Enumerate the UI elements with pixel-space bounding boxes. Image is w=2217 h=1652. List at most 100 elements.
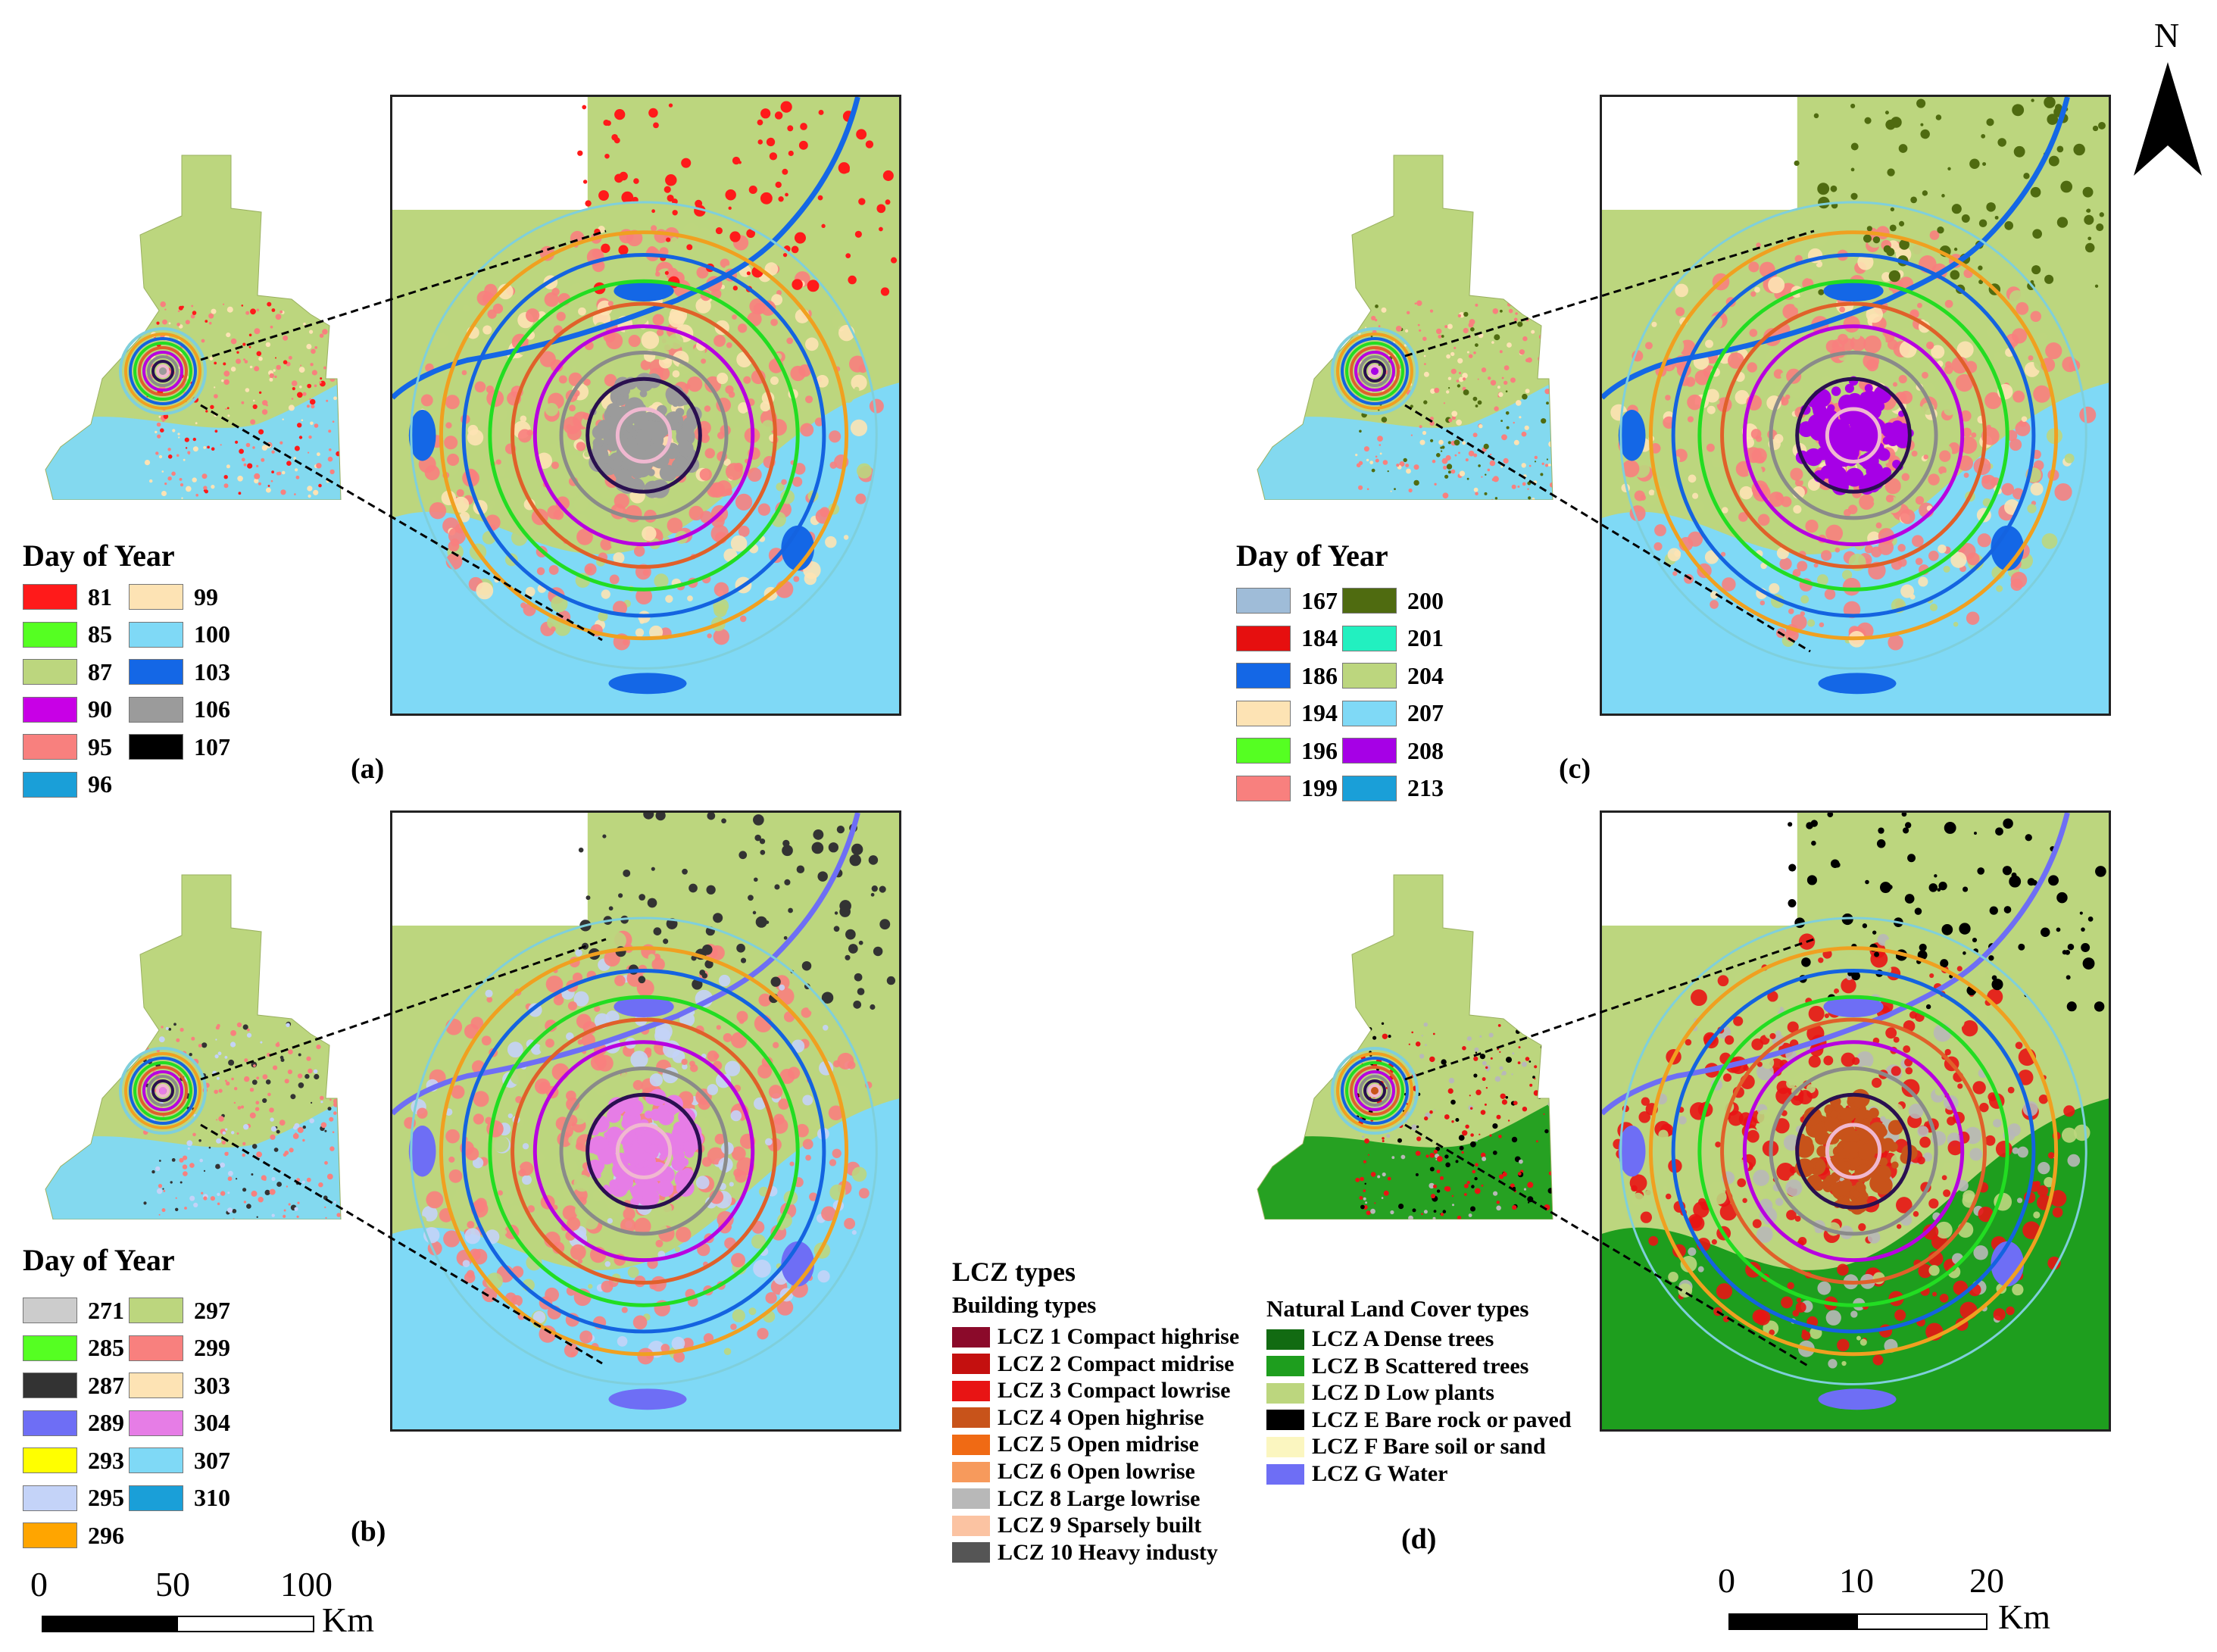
legend-swatch bbox=[1342, 775, 1397, 801]
legend-item: 208 bbox=[1342, 737, 1444, 764]
legend-swatch bbox=[129, 1447, 183, 1473]
lcz-label: LCZ 9 Sparsely built bbox=[998, 1513, 1202, 1538]
legend-item: 207 bbox=[1342, 699, 1444, 727]
legend-value: 96 bbox=[88, 770, 112, 798]
legend-value: 106 bbox=[194, 695, 230, 723]
lcz-swatch bbox=[1266, 1410, 1304, 1431]
lcz-label: LCZ 1 Compact highrise bbox=[998, 1324, 1240, 1349]
legend-value: 271 bbox=[88, 1296, 124, 1324]
regional-mini-map-c bbox=[1242, 151, 1560, 500]
zoomed-map-d bbox=[1600, 810, 2111, 1432]
legend-swatch bbox=[129, 1298, 183, 1323]
legend-swatch bbox=[23, 1373, 77, 1398]
legend-value: 85 bbox=[88, 620, 112, 648]
legend-swatch bbox=[129, 584, 183, 610]
lcz-label: LCZ D Low plants bbox=[1312, 1380, 1494, 1406]
lcz-swatch bbox=[1266, 1329, 1304, 1350]
legend-item: 204 bbox=[1342, 662, 1444, 689]
scale-regional-bar bbox=[42, 1616, 314, 1632]
legend-item: 310 bbox=[129, 1484, 230, 1512]
legend-value: 186 bbox=[1301, 661, 1338, 689]
legend-item: 103 bbox=[129, 658, 230, 685]
legend-swatch bbox=[129, 1335, 183, 1361]
regional-mini-map-d bbox=[1242, 871, 1560, 1219]
legend-swatch bbox=[1236, 588, 1291, 614]
legend-value: 207 bbox=[1407, 699, 1444, 726]
legend-item: 81 bbox=[23, 583, 112, 611]
legend-item: 303 bbox=[129, 1372, 230, 1399]
legend-value: 303 bbox=[194, 1371, 230, 1399]
lcz-legend-item: LCZ G Water bbox=[1266, 1461, 1447, 1486]
lcz-label: LCZ 5 Open midrise bbox=[998, 1432, 1199, 1457]
lcz-swatch bbox=[952, 1326, 990, 1348]
legend-value: 310 bbox=[194, 1484, 230, 1511]
lcz-label: LCZ F Bare soil or sand bbox=[1312, 1434, 1546, 1460]
legend-title-a: Day of Year bbox=[23, 539, 175, 573]
lcz-legend-item: LCZ E Bare rock or paved bbox=[1266, 1407, 1572, 1432]
legend-swatch bbox=[23, 771, 77, 798]
legend-value: 196 bbox=[1301, 736, 1338, 764]
legend-item: 200 bbox=[1342, 587, 1444, 614]
lcz-label: LCZ 8 Large lowrise bbox=[998, 1485, 1201, 1511]
lcz-swatch bbox=[952, 1515, 990, 1536]
legend-swatch bbox=[1236, 775, 1291, 801]
legend-swatch bbox=[129, 1410, 183, 1436]
legend-value: 296 bbox=[88, 1521, 124, 1549]
lcz-label: LCZ 2 Compact midrise bbox=[998, 1351, 1235, 1376]
legend-value: 90 bbox=[88, 695, 112, 723]
lcz-swatch bbox=[952, 1461, 990, 1482]
legend-item: 186 bbox=[1236, 662, 1338, 689]
legend-item: 297 bbox=[129, 1297, 230, 1324]
legend-item: 194 bbox=[1236, 699, 1338, 727]
scale-local-tick-2: 20 bbox=[1969, 1561, 2004, 1600]
legend-value: 87 bbox=[88, 657, 112, 685]
legend-item: 196 bbox=[1236, 737, 1338, 764]
regional-mini-map-b bbox=[30, 871, 348, 1219]
legend-item: 85 bbox=[23, 620, 112, 648]
legend-swatch bbox=[1236, 663, 1291, 689]
legend-swatch bbox=[129, 659, 183, 685]
lcz-swatch bbox=[952, 1542, 990, 1563]
legend-item: 90 bbox=[23, 695, 112, 723]
scale-local-tick-0: 0 bbox=[1718, 1561, 1735, 1600]
legend-value: 100 bbox=[194, 620, 230, 648]
lcz-natural-heading: Natural Land Cover types bbox=[1266, 1295, 1529, 1322]
lcz-legend-item: LCZ 5 Open midrise bbox=[952, 1432, 1199, 1457]
lcz-legend-item: LCZ A Dense trees bbox=[1266, 1326, 1494, 1351]
legend-item: 106 bbox=[129, 695, 230, 723]
legend-swatch bbox=[129, 696, 183, 723]
legend-value: 295 bbox=[88, 1484, 124, 1511]
lcz-swatch bbox=[1266, 1463, 1304, 1485]
legend-swatch bbox=[23, 584, 77, 610]
legend-item: 299 bbox=[129, 1334, 230, 1362]
panel-label-b: (b) bbox=[351, 1516, 386, 1547]
lcz-legend-item: LCZ D Low plants bbox=[1266, 1380, 1494, 1406]
lcz-legend-item: LCZ 8 Large lowrise bbox=[952, 1485, 1201, 1511]
panel-label-d: (d) bbox=[1401, 1523, 1437, 1555]
scale-local-tick-1: 10 bbox=[1839, 1561, 1874, 1600]
legend-value: 199 bbox=[1301, 774, 1338, 801]
legend-value: 184 bbox=[1301, 624, 1338, 651]
legend-swatch bbox=[129, 621, 183, 648]
legend-item: 287 bbox=[23, 1372, 124, 1399]
scale-regional-tick-0: 0 bbox=[30, 1565, 48, 1604]
legend-title-b: Day of Year bbox=[23, 1243, 175, 1277]
legend-swatch bbox=[23, 1522, 77, 1548]
lcz-label: LCZ B Scattered trees bbox=[1312, 1353, 1529, 1379]
legend-item: 304 bbox=[129, 1409, 230, 1437]
lcz-legend-item: LCZ 4 Open highrise bbox=[952, 1405, 1204, 1430]
legend-value: 307 bbox=[194, 1446, 230, 1474]
legend-value: 299 bbox=[194, 1334, 230, 1361]
lcz-legend-item: LCZ 3 Compact lowrise bbox=[952, 1378, 1230, 1403]
legend-value: 285 bbox=[88, 1334, 124, 1361]
scale-local-unit: Km bbox=[1998, 1597, 2050, 1636]
scale-regional-tick-2: 100 bbox=[280, 1565, 333, 1604]
lcz-label: LCZ A Dense trees bbox=[1312, 1326, 1494, 1351]
legend-item: 293 bbox=[23, 1447, 124, 1474]
lcz-legend-item: LCZ F Bare soil or sand bbox=[1266, 1434, 1546, 1460]
lcz-legend-item: LCZ 9 Sparsely built bbox=[952, 1513, 1202, 1538]
legend-value: 293 bbox=[88, 1446, 124, 1474]
lcz-swatch bbox=[952, 1434, 990, 1455]
legend-item: 100 bbox=[129, 620, 230, 648]
legend-item: 87 bbox=[23, 658, 112, 685]
